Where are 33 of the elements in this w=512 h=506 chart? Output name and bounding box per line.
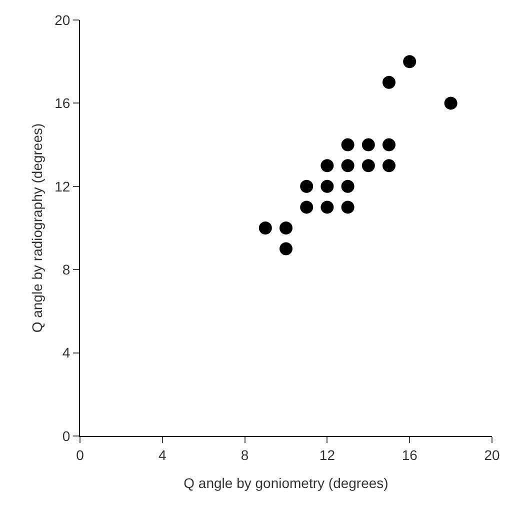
point: [382, 159, 396, 172]
x-tick-label: 0: [76, 446, 84, 463]
x-axis-title: Q angle by goniometry (degrees): [184, 475, 388, 491]
y-tick-label: 8: [62, 262, 70, 278]
point: [341, 200, 354, 214]
point: [300, 180, 314, 193]
point: [403, 55, 416, 68]
point: [258, 222, 272, 234]
point: [362, 138, 375, 152]
point: [280, 222, 292, 234]
point: [320, 200, 334, 214]
x-tick-label: 12: [319, 446, 336, 463]
point: [320, 180, 334, 193]
point: [300, 200, 314, 214]
point: [320, 159, 334, 172]
y-tick-label: 12: [54, 178, 70, 194]
y-tick-label: 20: [54, 12, 70, 28]
point: [382, 76, 396, 89]
point: [341, 159, 354, 172]
point: [280, 242, 292, 256]
point: [341, 138, 354, 152]
y-axis-title: Q angle by radiography (degrees): [29, 123, 45, 333]
point: [362, 159, 375, 172]
point: [341, 180, 354, 193]
point: [382, 138, 396, 152]
x-tick-label: 20: [484, 446, 500, 463]
x-tick-label: 16: [402, 446, 418, 463]
y-tick-label: 0: [62, 428, 70, 444]
x-tick-label: 4: [158, 446, 166, 463]
y-tick-label: 16: [54, 95, 70, 112]
y-tick-label: 4: [62, 344, 70, 361]
x-tick-label: 8: [240, 446, 249, 463]
point: [444, 96, 458, 110]
